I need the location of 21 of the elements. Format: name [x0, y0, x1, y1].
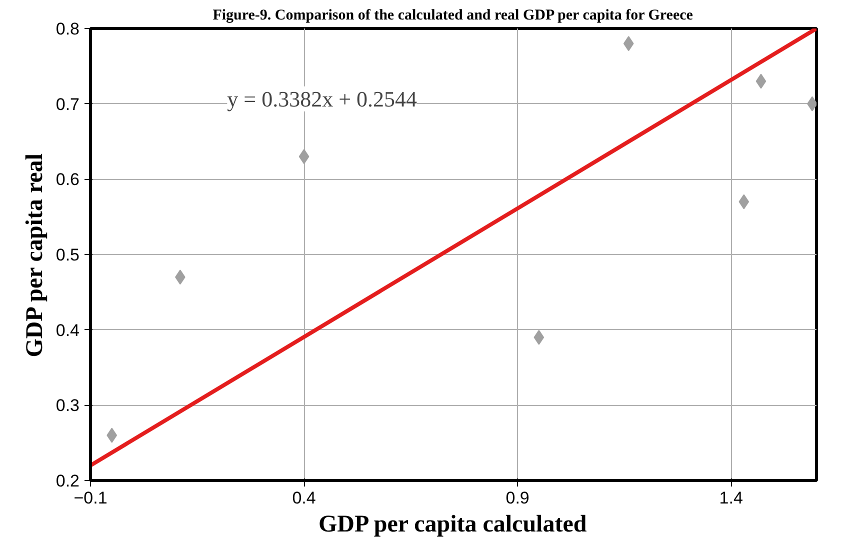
- y-tick-label: 0.7: [56, 94, 80, 114]
- x-tick-label: −0.1: [74, 488, 108, 508]
- y-tick-label: 0.2: [56, 472, 80, 490]
- point: [298, 149, 310, 164]
- point: [623, 36, 634, 52]
- y-axis-title: GDP per capita real: [22, 153, 48, 358]
- point: [106, 428, 118, 443]
- x-tick-label: 0.4: [292, 488, 316, 508]
- y-tick-label: 0.8: [56, 20, 80, 38]
- x-axis-title: GDP per capita calculated: [318, 512, 588, 538]
- annotation: y = 0.3382x + 0.2544: [227, 86, 417, 112]
- point: [756, 74, 766, 89]
- x-tick-label: 0.9: [506, 488, 530, 508]
- y-tick-label: 0.6: [56, 170, 80, 190]
- point: [534, 330, 544, 345]
- chart-title: Figure-9. Comparison of the calculated and real GDP per capita for Greece: [212, 8, 694, 24]
- point: [738, 194, 750, 210]
- y-tick-label: 0.4: [56, 320, 80, 340]
- x-tick-label: 1.4: [719, 488, 743, 508]
- y-tick-label: 0.5: [56, 246, 80, 264]
- y-tick-label: 0.3: [56, 396, 80, 416]
